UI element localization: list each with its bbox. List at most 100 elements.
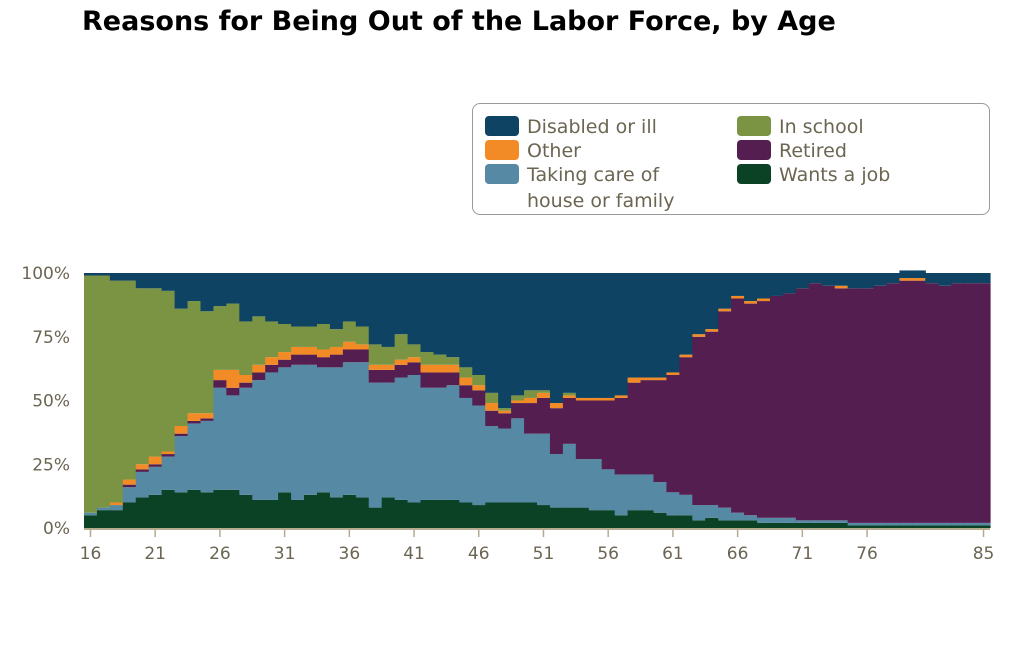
segment-in-school-age-35 [329, 329, 344, 347]
segment-disabled-or-ill-age-73 [821, 273, 836, 286]
segment-disabled-or-ill-age-33 [304, 273, 318, 327]
segment-retired-age-31 [278, 359, 292, 368]
segment-taking-care-of-house-or-family-age-46 [472, 405, 486, 506]
segment-disabled-or-ill-age-60 [653, 273, 668, 378]
segment-other-age-65 [718, 308, 732, 312]
segment-in-school-age-18 [109, 280, 124, 503]
segment-wants-a-job-age-23 [174, 492, 189, 528]
segment-taking-care-of-house-or-family-age-55 [588, 459, 603, 511]
segment-wants-a-job-age-60 [653, 512, 668, 528]
y-tick-label: 50% [32, 392, 70, 412]
segment-taking-care-of-house-or-family-age-33 [304, 364, 318, 495]
segment-other-age-33 [304, 346, 318, 355]
segment-other-age-74 [834, 285, 849, 289]
segment-in-school-age-44 [446, 357, 460, 365]
segment-wants-a-job-age-42 [420, 499, 435, 528]
segment-disabled-or-ill-age-24 [187, 273, 202, 302]
segment-retired-age-39 [381, 369, 396, 383]
segment-disabled-or-ill-age-41 [407, 273, 422, 345]
segment-wants-a-job-age-80 [912, 525, 926, 528]
segment-taking-care-of-house-or-family-age-85 [977, 522, 991, 526]
segment-disabled-or-ill-age-50 [524, 273, 538, 391]
segment-wants-a-job-age-68 [757, 522, 771, 528]
segment-disabled-or-ill-age-48 [498, 273, 512, 409]
segment-retired-age-49 [511, 403, 525, 419]
segment-taking-care-of-house-or-family-age-52 [549, 454, 564, 508]
segment-in-school-age-25 [200, 311, 215, 414]
segment-in-school-age-23 [174, 308, 189, 426]
segment-disabled-or-ill-age-66 [731, 273, 745, 296]
segment-taking-care-of-house-or-family-age-28 [239, 387, 253, 495]
segment-in-school-age-53 [562, 392, 577, 396]
segment-retired-age-56 [601, 400, 616, 470]
segment-retired-age-25 [200, 418, 215, 421]
y-tick-label: 75% [32, 328, 70, 348]
segment-wants-a-job-age-47 [485, 502, 499, 528]
segment-retired-age-27 [226, 387, 240, 396]
x-tick-label: 61 [662, 544, 684, 564]
segment-wants-a-job-age-85 [977, 525, 991, 528]
segment-other-age-19 [122, 479, 137, 485]
segment-disabled-or-ill-age-25 [200, 273, 215, 312]
segment-taking-care-of-house-or-family-age-32 [291, 364, 305, 500]
segment-in-school-age-41 [407, 344, 422, 358]
segment-disabled-or-ill-age-57 [614, 273, 629, 396]
segment-wants-a-job-age-70 [782, 522, 797, 528]
segment-retired-age-81 [925, 283, 939, 523]
x-tick-label: 66 [727, 544, 749, 564]
segment-taking-care-of-house-or-family-age-58 [627, 474, 642, 511]
legend-item-in-school: In school [737, 114, 959, 140]
segment-taking-care-of-house-or-family-age-47 [485, 426, 499, 503]
segment-retired-age-30 [265, 364, 279, 373]
segment-wants-a-job-age-58 [627, 510, 642, 528]
segment-in-school-age-22 [161, 290, 176, 452]
segment-retired-age-47 [485, 410, 499, 426]
x-tick-label: 36 [339, 544, 361, 564]
segment-wants-a-job-age-56 [601, 510, 616, 528]
segment-disabled-or-ill-age-19 [122, 273, 137, 281]
segment-other-age-24 [187, 413, 202, 421]
segment-retired-age-33 [304, 354, 318, 365]
segment-in-school-age-24 [187, 301, 202, 414]
segment-retired-age-77 [873, 285, 888, 523]
segment-wants-a-job-age-27 [226, 489, 240, 528]
segment-wants-a-job-age-16 [84, 515, 98, 528]
segment-disabled-or-ill-age-77 [873, 273, 888, 286]
segment-in-school-age-20 [135, 288, 150, 465]
segment-taking-care-of-house-or-family-age-75 [847, 522, 862, 526]
segment-wants-a-job-age-52 [549, 507, 564, 528]
segment-other-age-50 [524, 397, 538, 404]
segment-disabled-or-ill-age-69 [769, 273, 784, 296]
legend-swatch-in-school [737, 116, 771, 136]
segment-wants-a-job-age-29 [252, 499, 266, 528]
segment-disabled-or-ill-age-79 [899, 270, 913, 279]
segment-other-age-61 [666, 372, 680, 375]
segment-retired-age-35 [329, 354, 344, 368]
segment-disabled-or-ill-age-84 [964, 273, 978, 284]
segment-disabled-or-ill-age-59 [640, 273, 655, 378]
segment-retired-age-85 [977, 283, 991, 523]
chart-title: Reasons for Being Out of the Labor Force… [82, 6, 836, 37]
segment-retired-age-44 [446, 372, 460, 386]
segment-disabled-or-ill-age-55 [588, 273, 603, 398]
segment-other-age-39 [381, 364, 396, 370]
x-tick-label: 85 [973, 544, 995, 564]
segment-retired-age-28 [239, 382, 253, 388]
segment-taking-care-of-house-or-family-age-79 [899, 522, 913, 526]
segment-retired-age-79 [899, 280, 913, 523]
segment-other-age-63 [692, 334, 706, 337]
segment-taking-care-of-house-or-family-age-69 [769, 517, 784, 523]
segment-retired-age-73 [821, 285, 836, 521]
segment-disabled-or-ill-age-52 [549, 273, 564, 404]
segment-retired-age-61 [666, 375, 680, 493]
segment-other-age-25 [200, 413, 215, 419]
segment-taking-care-of-house-or-family-age-77 [873, 522, 888, 526]
segment-wants-a-job-age-30 [265, 499, 279, 528]
segment-retired-age-24 [187, 420, 202, 424]
segment-wants-a-job-age-77 [873, 525, 888, 528]
segment-wants-a-job-age-65 [718, 520, 732, 528]
segment-wants-a-job-age-76 [860, 525, 875, 528]
segment-retired-age-45 [459, 385, 473, 398]
segment-wants-a-job-age-63 [692, 520, 706, 528]
segment-taking-care-of-house-or-family-age-45 [459, 397, 473, 503]
